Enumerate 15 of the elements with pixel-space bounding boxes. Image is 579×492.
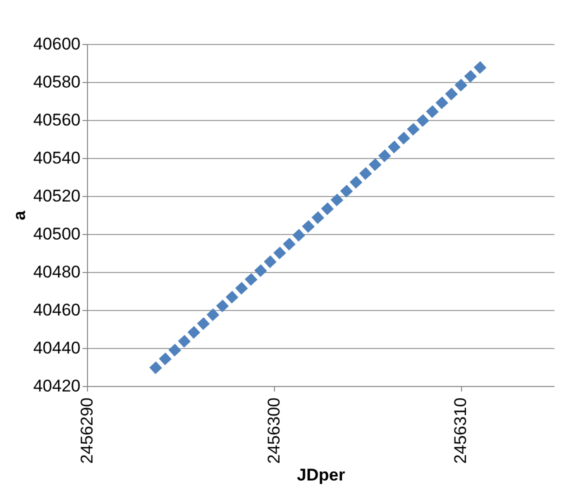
x-tick-label: 2456300 [264, 398, 284, 464]
y-tick-label: 40520 [33, 186, 80, 206]
y-tick-label: 40480 [33, 262, 80, 282]
y-tick-label: 40420 [33, 376, 80, 396]
y-tick-label: 40460 [33, 300, 80, 320]
y-tick-label: 40560 [33, 110, 80, 130]
y-tick-label: 40580 [33, 72, 80, 92]
y-tick-label: 40600 [33, 34, 80, 54]
y-tick-label: 40540 [33, 148, 80, 168]
x-axis-title: JDper [296, 466, 346, 485]
x-tick-label: 2456310 [451, 398, 470, 464]
y-axis-title: a [10, 210, 30, 220]
y-tick-label: 40500 [33, 224, 80, 244]
y-tick-label: 40440 [33, 338, 80, 358]
x-tick-label: 2456290 [78, 398, 96, 464]
